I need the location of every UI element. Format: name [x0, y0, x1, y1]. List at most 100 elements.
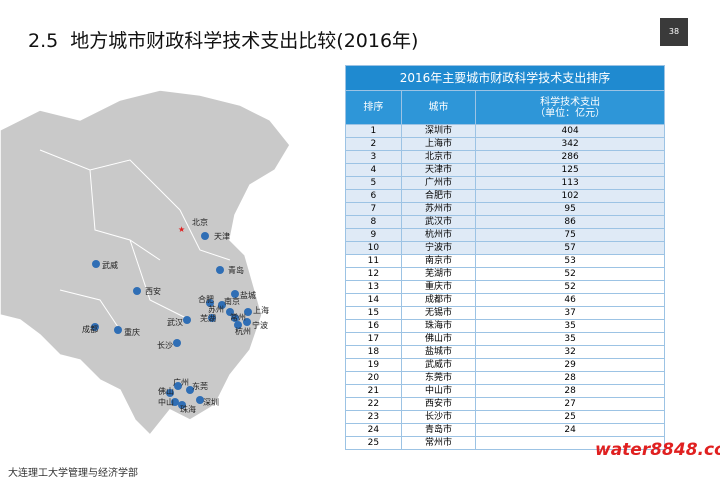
- table-cell: 长沙市: [400, 410, 477, 424]
- city-label: 宁波: [252, 320, 268, 330]
- capital-star: ★: [178, 225, 185, 234]
- table-cell: 52: [475, 280, 665, 294]
- table-cell: 75: [475, 228, 665, 242]
- table-cell: 17: [345, 332, 402, 346]
- city-label: 长沙: [157, 340, 173, 350]
- table-row: 25 常州市: [345, 436, 665, 450]
- table-cell: 23: [345, 410, 402, 424]
- header-row: 排序 城市 科学技术支出 （单位：亿元）: [345, 90, 665, 125]
- table-cell: 芜湖市: [400, 267, 477, 281]
- city-label: 芜湖: [200, 313, 216, 323]
- city-label: 上海: [253, 305, 269, 315]
- city-label: 南京: [224, 296, 240, 306]
- slide-title: 2.5 地方城市财政科学技术支出比较(2016年): [28, 30, 419, 52]
- table-cell: 37: [475, 306, 665, 320]
- table-cell: 合肥市: [400, 189, 477, 203]
- table-row: 18 盐城市 32: [345, 345, 665, 359]
- table-cell: 113: [475, 176, 665, 190]
- table-row: 11 南京市 53: [345, 254, 665, 268]
- table-cell: 86: [475, 215, 665, 229]
- table-cell: 286: [475, 150, 665, 164]
- table-cell: 16: [345, 319, 402, 333]
- table-cell: 125: [475, 163, 665, 177]
- table-row: 19 武威市 29: [345, 358, 665, 372]
- city-label: 西安: [145, 286, 161, 296]
- table-cell: 无锡市: [400, 306, 477, 320]
- table-row: 22 西安市 27: [345, 397, 665, 411]
- city-label: 苏州: [208, 304, 224, 314]
- city-label: 东莞: [192, 381, 208, 391]
- table-row: 4 天津市 125: [345, 163, 665, 177]
- table-cell: 342: [475, 137, 665, 151]
- table-row: 24 青岛市 24: [345, 423, 665, 437]
- table-cell: 8: [345, 215, 402, 229]
- table-row: 10 宁波市 57: [345, 241, 665, 255]
- table-row: 9 杭州市 75: [345, 228, 665, 242]
- table-cell: 7: [345, 202, 402, 216]
- table-cell: 6: [345, 189, 402, 203]
- table-cell: 1: [345, 124, 402, 138]
- table-cell: 28: [475, 384, 665, 398]
- table-cell: 21: [345, 384, 402, 398]
- table-cell: 天津市: [400, 163, 477, 177]
- table-cell: 15: [345, 306, 402, 320]
- province-borders: [39, 149, 231, 331]
- table-cell: 25: [345, 436, 402, 450]
- city-label: 成都: [82, 324, 98, 334]
- table-cell: 11: [345, 254, 402, 268]
- table-cell: 武威市: [400, 358, 477, 372]
- table-cell: 4: [345, 163, 402, 177]
- table-cell: 南京市: [400, 254, 477, 268]
- watermark: water8848.com: [595, 440, 720, 460]
- table-row: 17 佛山市 35: [345, 332, 665, 346]
- table-cell: 珠海市: [400, 319, 477, 333]
- column-header: 科学技术支出 （单位：亿元）: [475, 90, 665, 125]
- table-cell: 22: [345, 397, 402, 411]
- table-cell: 24: [475, 423, 665, 437]
- table-row: 12 芜湖市 52: [345, 267, 665, 281]
- table-cell: 19: [345, 358, 402, 372]
- column-header: 城市: [400, 90, 477, 125]
- city-label: 北京: [192, 217, 208, 227]
- city-label: 杭州: [235, 326, 251, 336]
- table-cell: 广州市: [400, 176, 477, 190]
- table-cell: 9: [345, 228, 402, 242]
- table-cell: 武汉市: [400, 215, 477, 229]
- table-cell: 苏州市: [400, 202, 477, 216]
- column-header: 排序: [345, 90, 402, 125]
- city-label: 盐城: [240, 290, 256, 300]
- city-label: 天津: [214, 231, 230, 241]
- table-cell: 20: [345, 371, 402, 385]
- table-cell: 常州市: [400, 436, 477, 450]
- table-cell: 95: [475, 202, 665, 216]
- table-row: 13 重庆市 52: [345, 280, 665, 294]
- table-cell: 西安市: [400, 397, 477, 411]
- table-cell: 深圳市: [400, 124, 477, 138]
- table-row: 20 东莞市 28: [345, 371, 665, 385]
- table-row: 3 北京市 286: [345, 150, 665, 164]
- table-cell: 27: [475, 397, 665, 411]
- city-label: 常州: [230, 313, 246, 322]
- table-cell: 13: [345, 280, 402, 294]
- city-label: 珠海: [180, 404, 196, 414]
- city-label: 武汉: [167, 317, 183, 327]
- table-cell: 佛山市: [400, 332, 477, 346]
- city-label: 广州: [173, 377, 189, 387]
- table-row: 7 苏州市 95: [345, 202, 665, 216]
- city-dots: [91, 232, 252, 409]
- table-cell: 3: [345, 150, 402, 164]
- city-label: 中山: [158, 397, 174, 407]
- table-cell: 14: [345, 293, 402, 307]
- table-row: 1 深圳市 404: [345, 124, 665, 138]
- table-cell: 杭州市: [400, 228, 477, 242]
- table-cell: 29: [475, 358, 665, 372]
- table-cell: 46: [475, 293, 665, 307]
- table-cell: 中山市: [400, 384, 477, 398]
- table-cell: 25: [475, 410, 665, 424]
- table-row: 6 合肥市 102: [345, 189, 665, 203]
- table-cell: 宁波市: [400, 241, 477, 255]
- city-label: 武威: [102, 260, 118, 270]
- table-row: 5 广州市 113: [345, 176, 665, 190]
- table-title: 2016年主要城市财政科学技术支出排序: [345, 65, 665, 91]
- city-label: 合肥: [198, 294, 214, 304]
